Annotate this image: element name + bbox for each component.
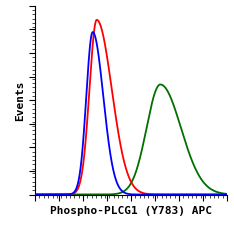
Y-axis label: Events: Events: [15, 81, 25, 121]
X-axis label: Phospho-PLCG1 (Y783) APC: Phospho-PLCG1 (Y783) APC: [50, 205, 212, 215]
